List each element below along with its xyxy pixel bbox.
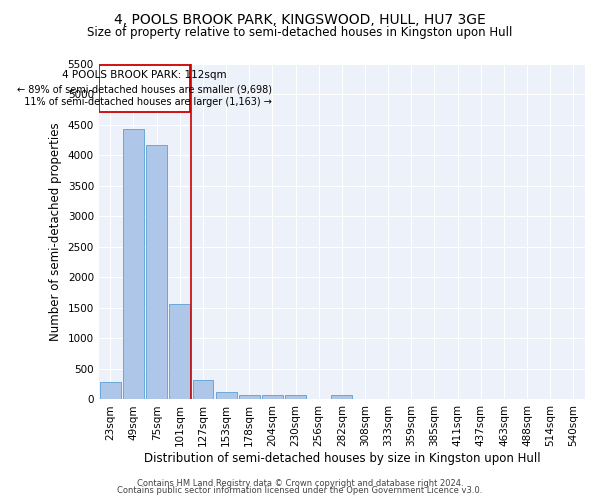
- Bar: [239, 395, 260, 400]
- Text: Contains public sector information licensed under the Open Government Licence v3: Contains public sector information licen…: [118, 486, 482, 495]
- Bar: [262, 396, 283, 400]
- Bar: [123, 130, 144, 400]
- Bar: [331, 396, 352, 400]
- Bar: [146, 145, 167, 400]
- Text: ← 89% of semi-detached houses are smaller (9,698): ← 89% of semi-detached houses are smalle…: [17, 84, 272, 94]
- Bar: [169, 304, 190, 400]
- Text: 4, POOLS BROOK PARK, KINGSWOOD, HULL, HU7 3GE: 4, POOLS BROOK PARK, KINGSWOOD, HULL, HU…: [114, 12, 486, 26]
- Text: Size of property relative to semi-detached houses in Kingston upon Hull: Size of property relative to semi-detach…: [88, 26, 512, 39]
- Y-axis label: Number of semi-detached properties: Number of semi-detached properties: [49, 122, 62, 341]
- Bar: [100, 382, 121, 400]
- Bar: [193, 380, 214, 400]
- Bar: [215, 392, 236, 400]
- Bar: [285, 396, 306, 400]
- Text: 11% of semi-detached houses are larger (1,163) →: 11% of semi-detached houses are larger (…: [17, 96, 271, 106]
- X-axis label: Distribution of semi-detached houses by size in Kingston upon Hull: Distribution of semi-detached houses by …: [143, 452, 540, 465]
- Bar: [99, 65, 190, 112]
- Text: 4 POOLS BROOK PARK: 112sqm: 4 POOLS BROOK PARK: 112sqm: [62, 70, 227, 80]
- Text: Contains HM Land Registry data © Crown copyright and database right 2024.: Contains HM Land Registry data © Crown c…: [137, 478, 463, 488]
